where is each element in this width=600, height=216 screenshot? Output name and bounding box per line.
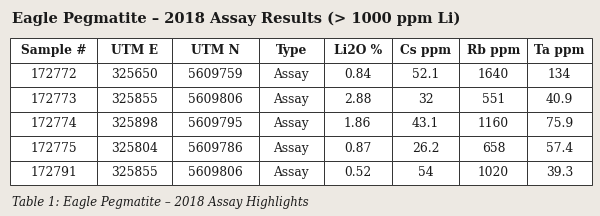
- Bar: [259, 160, 323, 185]
- Bar: [323, 136, 392, 160]
- Text: 1020: 1020: [478, 166, 509, 179]
- Text: Table 1: Eagle Pegmatite – 2018 Assay Highlights: Table 1: Eagle Pegmatite – 2018 Assay Hi…: [12, 196, 308, 209]
- Text: UTM N: UTM N: [191, 44, 239, 57]
- Bar: [460, 87, 527, 111]
- Text: 0.52: 0.52: [344, 166, 371, 179]
- Text: 134: 134: [548, 68, 571, 81]
- Bar: [392, 87, 460, 111]
- Bar: [460, 38, 527, 62]
- Bar: [527, 136, 592, 160]
- Text: Assay: Assay: [274, 117, 309, 130]
- Text: 5609759: 5609759: [188, 68, 242, 81]
- Text: 551: 551: [482, 93, 505, 106]
- Text: 40.9: 40.9: [546, 93, 574, 106]
- Text: Eagle Pegmatite – 2018 Assay Results (> 1000 ppm Li): Eagle Pegmatite – 2018 Assay Results (> …: [12, 12, 460, 26]
- Text: 5609795: 5609795: [188, 117, 242, 130]
- Text: Sample #: Sample #: [21, 44, 86, 57]
- Text: 172772: 172772: [30, 68, 77, 81]
- Bar: [259, 62, 323, 87]
- Bar: [10, 136, 97, 160]
- Bar: [527, 62, 592, 87]
- Text: 57.4: 57.4: [546, 142, 573, 155]
- Bar: [97, 136, 172, 160]
- Text: 26.2: 26.2: [412, 142, 439, 155]
- Text: 52.1: 52.1: [412, 68, 439, 81]
- Text: 325898: 325898: [111, 117, 158, 130]
- Text: 325804: 325804: [111, 142, 158, 155]
- Bar: [392, 160, 460, 185]
- Text: 325650: 325650: [111, 68, 158, 81]
- Bar: [392, 62, 460, 87]
- Bar: [172, 111, 259, 136]
- Bar: [172, 62, 259, 87]
- Text: 172774: 172774: [30, 117, 77, 130]
- Bar: [460, 111, 527, 136]
- Bar: [323, 160, 392, 185]
- Text: Rb ppm: Rb ppm: [467, 44, 520, 57]
- Text: Assay: Assay: [274, 68, 309, 81]
- Bar: [172, 160, 259, 185]
- Text: 172773: 172773: [31, 93, 77, 106]
- Text: 39.3: 39.3: [546, 166, 573, 179]
- Bar: [97, 160, 172, 185]
- Text: 0.87: 0.87: [344, 142, 371, 155]
- Text: Assay: Assay: [274, 93, 309, 106]
- Bar: [97, 62, 172, 87]
- Bar: [527, 38, 592, 62]
- Text: 54: 54: [418, 166, 433, 179]
- Bar: [392, 111, 460, 136]
- Text: 1160: 1160: [478, 117, 509, 130]
- Bar: [172, 87, 259, 111]
- Bar: [527, 111, 592, 136]
- Text: 32: 32: [418, 93, 433, 106]
- Text: 43.1: 43.1: [412, 117, 439, 130]
- Text: 325855: 325855: [111, 93, 158, 106]
- Text: Li2O %: Li2O %: [334, 44, 382, 57]
- Text: 172791: 172791: [30, 166, 77, 179]
- Text: Type: Type: [275, 44, 307, 57]
- Text: 1.86: 1.86: [344, 117, 371, 130]
- Text: 2.88: 2.88: [344, 93, 371, 106]
- Text: 658: 658: [482, 142, 505, 155]
- Bar: [259, 38, 323, 62]
- Text: 5609806: 5609806: [188, 93, 242, 106]
- Bar: [172, 136, 259, 160]
- Bar: [259, 136, 323, 160]
- Bar: [460, 136, 527, 160]
- Bar: [460, 160, 527, 185]
- Text: 75.9: 75.9: [546, 117, 573, 130]
- Bar: [323, 38, 392, 62]
- Bar: [10, 38, 97, 62]
- Text: UTM E: UTM E: [111, 44, 158, 57]
- Bar: [172, 38, 259, 62]
- Text: 5609786: 5609786: [188, 142, 242, 155]
- Text: Cs ppm: Cs ppm: [400, 44, 451, 57]
- Bar: [97, 87, 172, 111]
- Bar: [392, 136, 460, 160]
- Bar: [10, 87, 97, 111]
- Text: 5609806: 5609806: [188, 166, 242, 179]
- Bar: [97, 111, 172, 136]
- Bar: [323, 111, 392, 136]
- Bar: [10, 111, 97, 136]
- Bar: [323, 87, 392, 111]
- Bar: [527, 87, 592, 111]
- Text: Assay: Assay: [274, 166, 309, 179]
- Bar: [10, 62, 97, 87]
- Bar: [259, 111, 323, 136]
- Text: 0.84: 0.84: [344, 68, 371, 81]
- Text: 172775: 172775: [31, 142, 77, 155]
- Bar: [323, 62, 392, 87]
- Bar: [460, 62, 527, 87]
- Bar: [392, 38, 460, 62]
- Bar: [97, 38, 172, 62]
- Text: Ta ppm: Ta ppm: [535, 44, 585, 57]
- Bar: [259, 87, 323, 111]
- Text: Assay: Assay: [274, 142, 309, 155]
- Bar: [10, 160, 97, 185]
- Text: 1640: 1640: [478, 68, 509, 81]
- Text: 325855: 325855: [111, 166, 158, 179]
- Bar: [527, 160, 592, 185]
